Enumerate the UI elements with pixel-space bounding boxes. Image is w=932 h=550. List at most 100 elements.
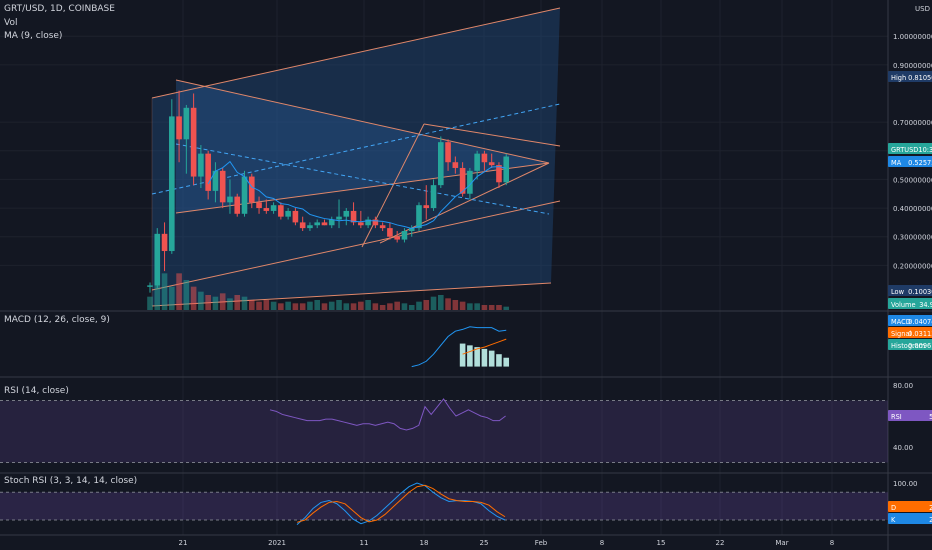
triangle-top-line (175, 79, 550, 164)
high-tag-label: High (891, 74, 906, 82)
candle-body (190, 107, 197, 177)
volume-bar (467, 303, 473, 310)
candle-body (169, 116, 175, 252)
time-tick: Mar (775, 539, 788, 547)
volume-bar (328, 301, 335, 310)
candle-body (256, 202, 262, 209)
candle-body (219, 170, 226, 203)
stoch-legend[interactable]: Stoch RSI (3, 3, 14, 14, close) (4, 476, 138, 486)
volume-bar (430, 296, 437, 310)
volume-bar (227, 298, 233, 310)
ma-polyline (207, 160, 507, 229)
high-tag-bg (888, 71, 932, 82)
volume-tag-bg (888, 298, 932, 309)
candle-body (212, 170, 219, 191)
wedge-bottom-line (379, 162, 550, 244)
ma-legend[interactable]: MA (9, close) (4, 31, 63, 41)
symbol-title: GRT/USD, 1D, COINBASE (4, 4, 115, 14)
channel-upper-line (151, 7, 561, 99)
candle-body (503, 156, 510, 183)
stoch-d-line (296, 484, 506, 523)
candle-body (147, 285, 153, 287)
candle-body (467, 170, 473, 194)
candle-body (358, 222, 364, 226)
price-tick: 0.20000000 (893, 262, 932, 270)
last-price-tag-label: GRTUSD (891, 146, 918, 154)
time-tick: 8 (830, 539, 834, 547)
time-tick: 22 (716, 539, 725, 547)
pennant-top-line (423, 123, 561, 147)
ma-tag-bg (888, 156, 932, 167)
volume-bar (372, 303, 379, 310)
candle-body (183, 107, 190, 140)
candle-body (394, 236, 400, 240)
volume-bar (307, 301, 313, 310)
support-line (151, 200, 561, 291)
candle-body (314, 222, 321, 226)
volume-bar (336, 300, 342, 310)
vol-legend[interactable]: Vol (4, 18, 18, 28)
time-tick: 2021 (268, 539, 286, 547)
histogram-tag-value: 0.00961766 (908, 342, 932, 350)
volume-bar (445, 298, 451, 310)
volume-bar (285, 301, 291, 310)
volume-bar (292, 303, 299, 310)
candle-body (336, 216, 342, 220)
volume-bar (474, 303, 480, 310)
volume-bar (278, 303, 284, 310)
volume-bar (263, 300, 270, 310)
candle-body (285, 210, 291, 217)
histogram-tag-bg (888, 339, 932, 350)
currency-label: USD (915, 5, 930, 13)
volume-bar (503, 306, 510, 310)
drawings[interactable] (151, 7, 561, 307)
volume-bar (190, 286, 197, 310)
price-tick: 0.70000000 (893, 119, 932, 127)
candle-body (416, 205, 422, 229)
rsi-legend[interactable]: RSI (14, close) (4, 386, 69, 396)
price-tick: 0.90000000 (893, 62, 932, 70)
volume-bar (350, 303, 357, 310)
signal-line (462, 338, 507, 355)
candle-body (401, 230, 408, 240)
volume-bar (452, 300, 459, 310)
rsi-band (0, 400, 888, 463)
volume-bar (394, 301, 400, 310)
macd-histogram-bar (496, 354, 502, 367)
axes: USD1.000000000.900000000.700000000.60000… (179, 5, 932, 547)
volume-bar (358, 301, 364, 310)
candle-body (270, 205, 277, 211)
time-tick: 15 (657, 539, 666, 547)
stoch-k-tag-value: 20.01 (929, 516, 932, 524)
volume-bar (248, 300, 255, 310)
macd-histogram-bar (488, 350, 495, 367)
price-tick: 0.30000000 (893, 234, 932, 242)
ma-tag-value: 0.52575556 (908, 159, 932, 167)
candle-body (474, 153, 480, 171)
volume-bar (379, 305, 386, 310)
candle-body (234, 196, 241, 214)
candle-body (452, 162, 459, 168)
ma-tag: MA 0.52575556 (888, 156, 932, 167)
volume-bar (176, 273, 182, 310)
volume-bar (481, 305, 488, 310)
candle-body (387, 228, 393, 237)
volume-tag-value: 34.993M (919, 301, 932, 309)
stoch-k-tag: K 20.01 (888, 513, 932, 524)
volume-bar (234, 295, 241, 310)
macd-legend[interactable]: MACD (12, 26, close, 9) (4, 315, 110, 325)
candle-body (154, 233, 161, 286)
volume-bar (438, 295, 444, 310)
stoch-band (0, 492, 888, 520)
low-tag-bg (888, 285, 932, 296)
macd-histogram-bar (474, 347, 480, 367)
stoch-series (296, 482, 506, 526)
volume-bar (459, 301, 466, 310)
volume-bar (408, 305, 415, 310)
